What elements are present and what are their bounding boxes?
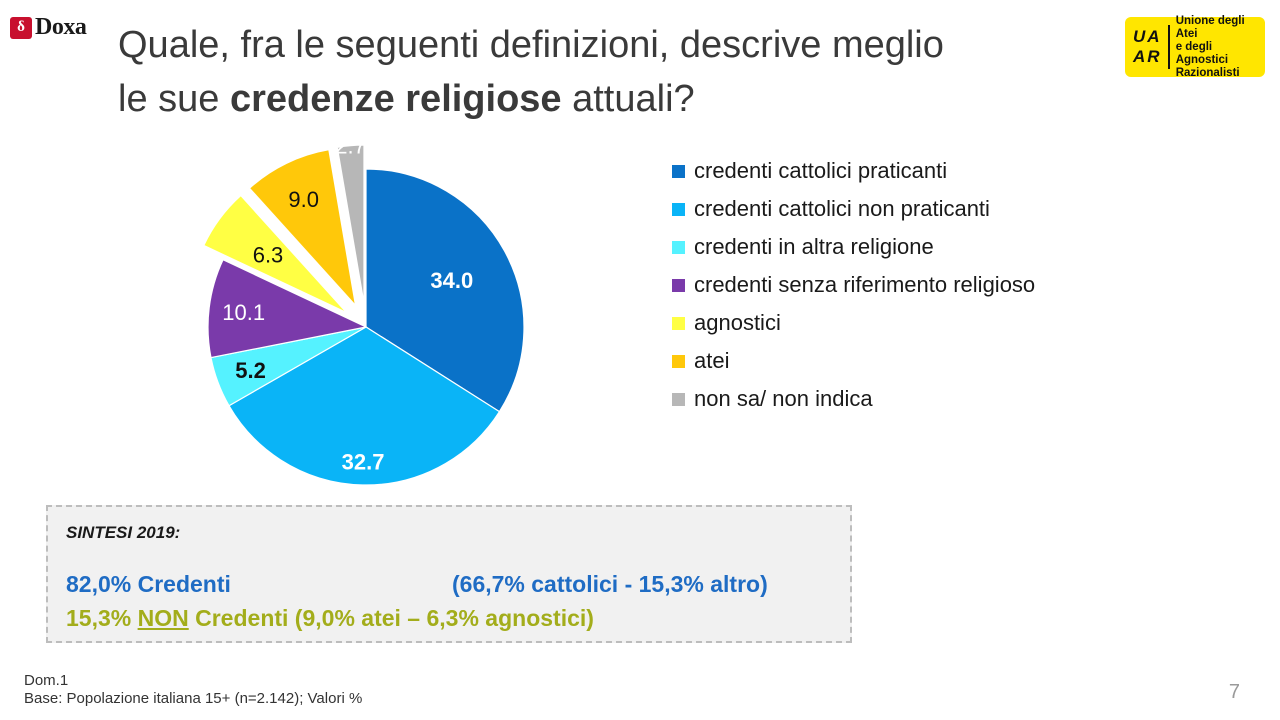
footer-question-ref: Dom.1 bbox=[24, 672, 69, 689]
pie-slice-agnostici bbox=[202, 194, 348, 314]
doxa-logo-icon: δ bbox=[10, 16, 32, 39]
uaar-logo-glyphs: UA AR bbox=[1133, 27, 1162, 66]
chart-legend: credenti cattolici praticanti credenti ca… bbox=[672, 152, 1035, 418]
summary-non-credenti-pre: 15,3% bbox=[66, 605, 138, 631]
legend-swatch-credenti-in-altra-religione bbox=[672, 240, 685, 254]
legend-label-non-sa-non-indica: non sa/ non indica bbox=[694, 386, 873, 411]
footer-base: Base: Popolazione italiana 15+ (n=2.142)… bbox=[24, 690, 363, 707]
uaar-logo-text-1: Unione degli Atei bbox=[1175, 14, 1245, 40]
title-line-2-bold: credenze religiose bbox=[229, 78, 562, 120]
legend-item-non-sa-non-indica: non sa/ non indica bbox=[672, 380, 1035, 418]
pie-label-atei: 9.0 bbox=[288, 187, 319, 212]
summary-credenti: 82,0% Credenti bbox=[66, 571, 231, 597]
legend-label-agnostici: agnostici bbox=[694, 310, 781, 335]
pie-label-non-sa-non-indica: 2.7 bbox=[335, 134, 366, 159]
legend-label-atei: atei bbox=[694, 348, 730, 373]
legend-item-agnostici: agnostici bbox=[672, 304, 1035, 342]
legend-item-credenti-senza-riferimento-religioso: credenti senza riferimento religioso bbox=[672, 266, 1035, 304]
legend-swatch-credenti-cattolici-non-praticanti bbox=[672, 202, 685, 216]
legend-swatch-credenti-cattolici-praticanti bbox=[672, 164, 685, 178]
pie-label-credenti-cattolici-non-praticanti: 32.7 bbox=[342, 449, 385, 474]
legend-item-credenti-cattolici-praticanti: credenti cattolici praticanti bbox=[672, 152, 1035, 190]
title-line-2-pre: le sue bbox=[118, 78, 230, 120]
legend-label-credenti-cattolici-non-praticanti: credenti cattolici non praticanti bbox=[694, 196, 990, 221]
legend-item-credenti-in-altra-religione: credenti in altra religione bbox=[672, 228, 1035, 266]
pie-label-agnostici: 6.3 bbox=[253, 242, 284, 267]
title-line-1: Quale, fra le seguenti definizioni, desc… bbox=[118, 24, 944, 66]
doxa-logo-text: Doxa bbox=[35, 14, 87, 40]
legend-label-credenti-cattolici-praticanti: credenti cattolici praticanti bbox=[694, 158, 948, 183]
uaar-logo-text-2: e degli Agnostici bbox=[1175, 40, 1229, 66]
pie-label-credenti-senza-riferimento-religioso: 10.1 bbox=[222, 300, 265, 325]
legend-item-atei: atei bbox=[672, 342, 1035, 380]
summary-non-credenti-underlined: NON bbox=[137, 605, 189, 631]
pie-label-credenti-cattolici-praticanti: 34.0 bbox=[430, 268, 473, 293]
pie-label-credenti-in-altra-religione: 5.2 bbox=[235, 358, 266, 383]
uaar-logo-divider bbox=[1167, 25, 1170, 69]
summary-non-credenti-post: Credenti (9,0% atei – 6,3% agnostici) bbox=[188, 605, 594, 631]
footer-note: Dom.1 Base: Popolazione italiana 15+ (n=… bbox=[24, 672, 362, 708]
doxa-logo: δ Doxa bbox=[10, 14, 87, 41]
summary-non-credenti: 15,3% NON Credenti (9,0% atei – 6,3% agn… bbox=[66, 605, 594, 632]
uaar-logo-text: Unione degli Atei e degli Agnostici Razi… bbox=[1176, 15, 1261, 80]
summary-box: SINTESI 2019: 82,0% Credenti (66,7% catt… bbox=[46, 505, 852, 643]
pie-slice-atei bbox=[248, 148, 357, 308]
page-number: 7 bbox=[1228, 681, 1240, 703]
title-line-2: le sue credenze religiose attuali? bbox=[118, 72, 1078, 126]
pie-slice-credenti-cattolici-non-praticanti bbox=[228, 326, 501, 486]
legend-swatch-atei bbox=[672, 354, 685, 368]
summary-heading: SINTESI 2019: bbox=[66, 523, 181, 542]
title-line-2-post: attuali? bbox=[561, 78, 695, 120]
page-title: Quale, fra le seguenti definizioni, desc… bbox=[118, 18, 1078, 126]
legend-label-credenti-in-altra-religione: credenti in altra religione bbox=[694, 234, 934, 259]
pie-slice-non-sa-non-indica bbox=[336, 144, 365, 304]
legend-swatch-agnostici bbox=[672, 316, 685, 330]
legend-swatch-credenti-senza-riferimento-religioso bbox=[672, 278, 685, 292]
pie-slice-credenti-senza-riferimento-religioso bbox=[207, 258, 368, 359]
pie-slice-credenti-cattolici-praticanti bbox=[365, 168, 525, 413]
legend-swatch-non-sa-non-indica bbox=[672, 392, 685, 406]
legend-item-credenti-cattolici-non-praticanti: credenti cattolici non praticanti bbox=[672, 190, 1035, 228]
legend-label-credenti-senza-riferimento-religioso: credenti senza riferimento religioso bbox=[694, 272, 1036, 297]
uaar-logo: UA AR Unione degli Atei e degli Agnostic… bbox=[1125, 15, 1265, 80]
uaar-logo-text-3: Razionalisti bbox=[1175, 66, 1240, 79]
summary-credenti-breakdown: (66,7% cattolici - 15,3% altro) bbox=[452, 571, 768, 597]
